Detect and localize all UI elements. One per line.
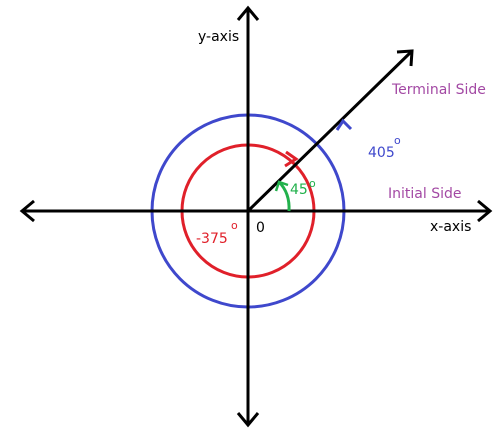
angle-45-label: 45 xyxy=(290,182,308,198)
terminal-side-label: Terminal Side xyxy=(391,82,486,98)
angle-45-arrowhead xyxy=(274,180,289,192)
origin-label: 0 xyxy=(256,220,265,236)
x-axis-right-arrowhead xyxy=(477,199,493,223)
y-axis-top-arrowhead xyxy=(236,5,260,21)
y-axis-bottom-arrowhead xyxy=(236,412,260,428)
angle-neg375-arrowhead xyxy=(284,150,299,168)
angle-45-arc xyxy=(277,180,291,212)
terminal-side-arrowhead xyxy=(396,49,414,67)
initial-side-label: Initial Side xyxy=(388,186,461,202)
angle-405-label: 405 xyxy=(368,145,395,161)
angle-405-arrowhead xyxy=(335,118,353,131)
angle-neg375-degree-symbol: o xyxy=(231,219,238,232)
angle-405-degree-symbol: o xyxy=(394,134,401,147)
x-axis-left-arrowhead xyxy=(19,199,35,223)
terminal-side-ray xyxy=(246,49,414,213)
x-axis-label: x-axis xyxy=(430,219,471,235)
angle-45-degree-symbol: o xyxy=(309,177,316,190)
y-axis-label: y-axis xyxy=(198,29,239,45)
angle-neg375-label: -375 xyxy=(196,231,228,247)
